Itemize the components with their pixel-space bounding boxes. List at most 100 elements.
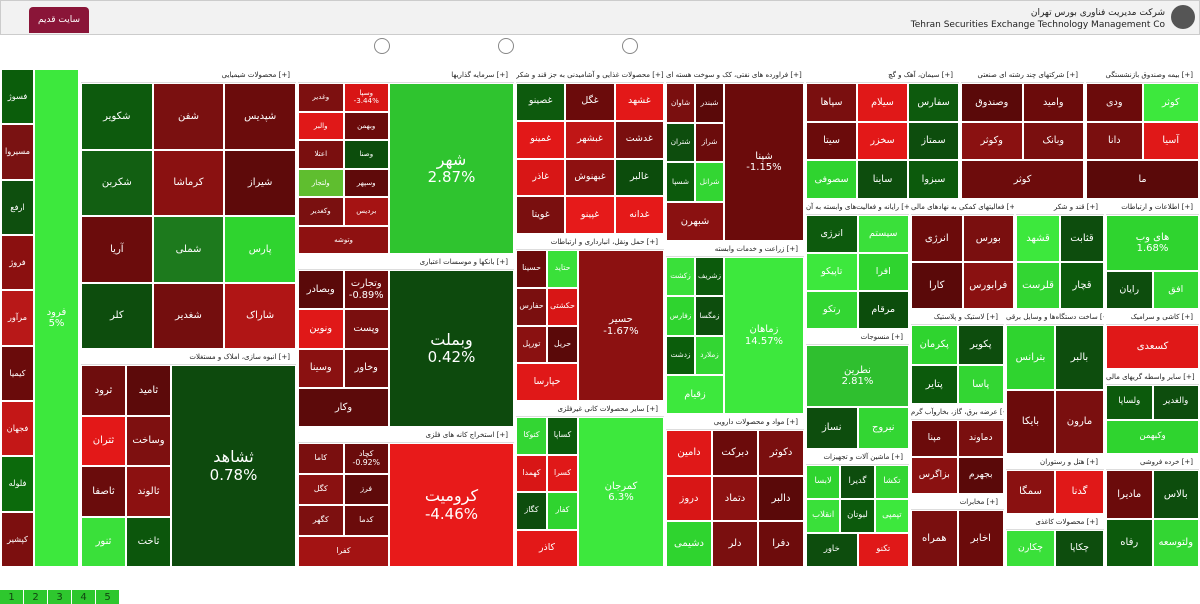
stock-tile[interactable]: قچار [1060,262,1104,309]
sector-title[interactable]: حمل ونقل، انبارداری و ارتباطات [+] [516,236,664,250]
stock-tile[interactable]: فلوله [1,456,34,512]
stock-tile[interactable]: پتایر [911,364,958,404]
stock-tile[interactable]: دانا [1086,121,1143,161]
sector-title[interactable]: زراعت و خدمات وابسته [+] [666,243,804,257]
help-icon[interactable] [374,38,390,54]
stock-tile[interactable]: شفن [152,83,225,150]
stock-tile[interactable]: خاور [806,533,858,567]
stock-tile[interactable]: بالاس [1152,470,1199,519]
stock-tile[interactable]: وسینا [298,348,344,388]
stock-tile[interactable]: شبندر [695,83,724,123]
stock-tile[interactable]: کتوکا [516,417,547,455]
stock-tile[interactable]: فسوژ [1,69,34,125]
stock-tile[interactable]: زملارد [695,335,724,375]
stock-tile[interactable]: کفرا [298,536,389,567]
stock-tile[interactable]: وخاور [343,348,389,388]
stock-tile[interactable]: پکویر [957,325,1004,365]
stock-tile[interactable]: وسپا -3.44% [343,83,389,112]
stock-tile[interactable]: ولساپا [1106,385,1153,420]
stock-tile[interactable]: والغدیر [1152,385,1199,420]
stock-tile[interactable]: وبهمن [343,111,389,140]
sector-title[interactable]: فعالیتهای کمکی به نهادهای مالی [+] [911,201,1014,215]
sector-title[interactable]: شرکتهای چند رشته ای صنعتی [+] [961,69,1084,83]
page-button[interactable]: 5 [96,590,119,604]
stock-tile[interactable]: رفاه [1106,518,1153,567]
stock-tile[interactable]: بالبر [1055,325,1104,390]
stock-tile[interactable]: وکبهمن [1106,419,1199,454]
stock-tile[interactable]: دشیمی [666,521,712,567]
sector-title[interactable]: سایر محصولات کانی غیرفلزی [+] [516,403,664,417]
stock-tile[interactable]: قثابت [1060,215,1104,262]
stock-tile[interactable]: کچاد -0.92% [343,443,389,474]
stock-tile[interactable]: غشهد [614,83,664,121]
stock-tile[interactable]: وامید [1022,83,1084,122]
stock-tile[interactable]: حسیر -1.67% [578,250,664,401]
stock-tile[interactable]: دبرکت [712,430,758,476]
sector-title[interactable]: محصولات شیمیایی [+] [81,69,296,83]
stock-tile[interactable]: همراه [911,510,958,567]
stock-tile[interactable]: حریل [547,325,578,364]
stock-tile[interactable]: غالبر [614,158,664,197]
stock-tile[interactable]: فرابورس [962,262,1014,309]
stock-tile[interactable]: شسپا [666,162,695,202]
sector-title[interactable]: قند و شکر [+] [1016,201,1104,215]
sector-title[interactable]: بیمه وصندوق بازنشستگی [+] [1086,69,1199,83]
stock-tile[interactable]: تاپیکو [806,253,858,291]
sector-title[interactable]: ماشین آلات و تجهیزات [+] [806,451,909,465]
sector-title[interactable]: خرده فروشی [+] [1106,456,1199,470]
stock-tile[interactable]: قلرست [1016,262,1060,309]
stock-tile[interactable]: حکشتی [547,287,578,326]
stock-tile[interactable]: وبملت 0.42% [389,270,514,427]
stock-tile[interactable]: فرز [343,474,389,505]
stock-tile[interactable]: زدشت [666,335,695,375]
stock-tile[interactable]: کیمیا [1,345,34,401]
stock-tile[interactable]: دالبر [758,475,804,522]
stock-tile[interactable]: مادیرا [1106,470,1153,519]
stock-tile[interactable]: پکرمان [911,325,958,365]
stock-tile[interactable]: مرآور [1,290,34,346]
page-button[interactable]: 1 [0,590,23,604]
sector-title[interactable]: بانکها و موسسات اعتباری [+] [298,256,514,270]
stock-tile[interactable]: دامین [666,430,712,476]
sector-title[interactable]: محصولات کاغذی [+] [1006,516,1104,530]
stock-tile[interactable]: شپنا -1.15% [724,83,804,241]
stock-tile[interactable]: غدانه [614,196,664,234]
stock-tile[interactable]: ثتران [81,415,126,466]
stock-tile[interactable]: وساخت [126,415,171,466]
stock-tile[interactable]: رایان [1106,271,1153,309]
stock-tile[interactable]: وسپهر [343,168,389,197]
stock-tile[interactable]: دفرا [758,521,804,567]
stock-tile[interactable]: کدما [343,505,389,536]
sector-title[interactable]: عرضه برق، گاز، بخاروآب گرم [+] [911,406,1004,420]
stock-tile[interactable]: سفارس [908,83,959,122]
stock-tile[interactable]: ساینا [857,160,908,199]
stock-tile[interactable]: شکربن [81,149,153,216]
stock-tile[interactable]: کسعدی [1106,325,1199,369]
stock-tile[interactable]: غصینو [516,83,566,121]
stock-tile[interactable]: کاذر [516,529,578,567]
stock-tile[interactable]: سصوفی [806,160,857,199]
stock-tile[interactable]: وتجارت -0.89% [343,270,389,310]
stock-tile[interactable]: غدشت [614,120,664,159]
stock-tile[interactable]: بترانس [1006,325,1055,390]
stock-tile[interactable]: وتوشه [298,225,389,254]
stock-tile[interactable]: غاذر [516,158,566,197]
stock-tile[interactable]: گدیرا [840,465,875,499]
sector-title[interactable]: مخابرات [+] [911,496,1004,510]
stock-tile[interactable]: غپینو [565,196,615,234]
stock-tile[interactable]: حتاید [547,250,578,288]
stock-tile[interactable]: زماهان 14.57% [724,257,804,414]
stock-tile[interactable]: نطرین 2.81% [806,345,909,407]
stock-tile[interactable]: آسیا [1142,121,1199,161]
stock-tile[interactable]: والبر [298,111,344,140]
stock-tile[interactable]: کوثر [1142,83,1199,122]
stock-tile[interactable]: اعتلا [298,140,344,169]
stock-tile[interactable]: ثاصفا [81,466,126,517]
stock-tile[interactable]: های وب 1.68% [1106,215,1199,271]
stock-tile[interactable]: ودی [1086,83,1143,122]
stock-tile[interactable]: کپشیر [1,511,34,567]
sector-title[interactable]: ساخت دستگاه‌ها و وسایل برقی [+] [1006,311,1104,325]
stock-tile[interactable]: شپدیس [224,83,296,150]
stock-tile[interactable]: وبصادر [298,270,344,310]
stock-tile[interactable]: مپنا [911,420,958,457]
